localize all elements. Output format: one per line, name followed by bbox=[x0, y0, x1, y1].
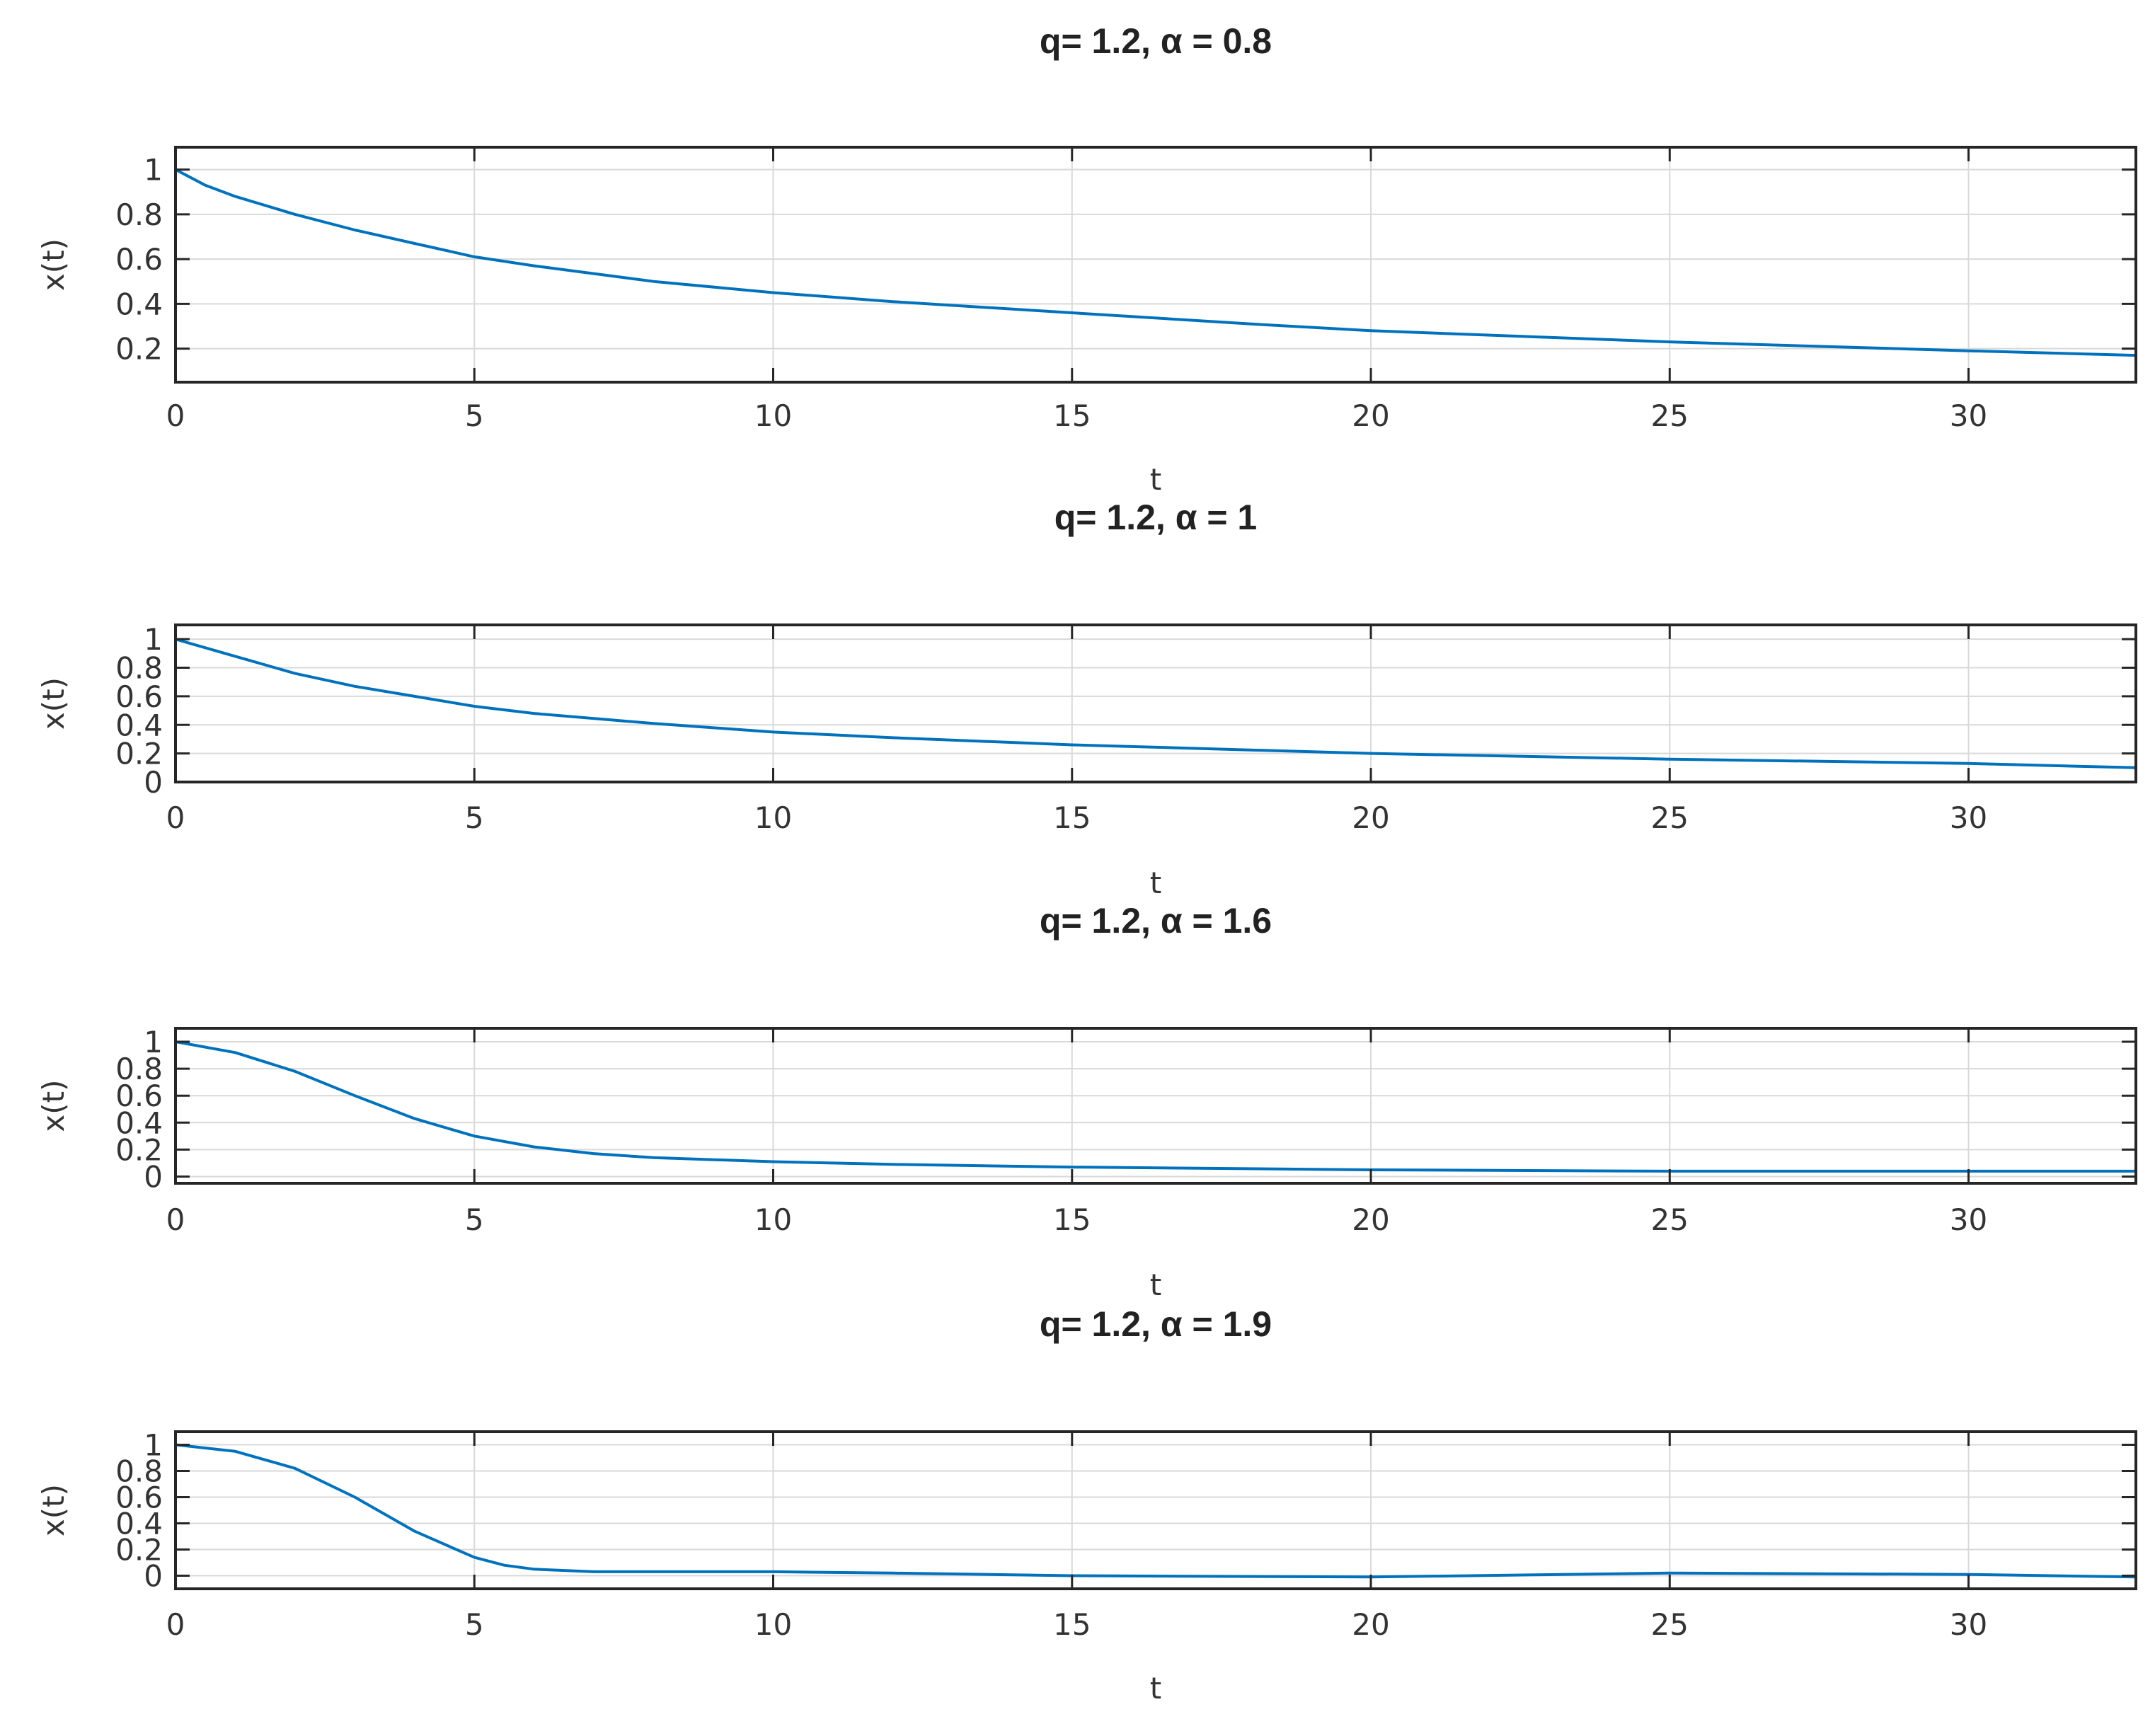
y-tick-label: 0.8 bbox=[115, 651, 163, 686]
y-tick-label: 0.6 bbox=[115, 1079, 163, 1113]
x-tick-label: 0 bbox=[166, 800, 185, 835]
subplot-title: q= 1.2, α = 0.8 bbox=[1040, 21, 1272, 61]
x-tick-label: 15 bbox=[1053, 800, 1091, 835]
x-tick-label: 25 bbox=[1651, 800, 1689, 835]
x-tick-label: 30 bbox=[1950, 1202, 1987, 1237]
subplot-title: q= 1.2, α = 1.6 bbox=[1040, 901, 1272, 941]
subplot-title: q= 1.2, α = 1 bbox=[1054, 498, 1257, 537]
y-axis-label: x(t) bbox=[36, 1484, 71, 1536]
x-tick-label: 15 bbox=[1053, 398, 1091, 433]
y-tick-label: 0.2 bbox=[115, 1132, 163, 1167]
y-tick-label: 0.2 bbox=[115, 737, 163, 771]
x-tick-label: 20 bbox=[1352, 1202, 1389, 1237]
x-tick-label: 5 bbox=[465, 1202, 484, 1237]
y-tick-label: 0.6 bbox=[115, 1481, 163, 1515]
y-tick-label: 0.2 bbox=[115, 1533, 163, 1568]
axes-box bbox=[174, 623, 2137, 783]
y-tick-label: 1 bbox=[144, 1025, 163, 1059]
x-tick-label: 5 bbox=[465, 800, 484, 835]
x-tick-label: 25 bbox=[1651, 1202, 1689, 1237]
x-tick-label: 15 bbox=[1053, 1202, 1091, 1237]
x-tick-label: 5 bbox=[465, 1607, 484, 1642]
x-tick-label: 10 bbox=[754, 1202, 792, 1237]
x-axis-label: t bbox=[1150, 866, 1161, 900]
series-line-1 bbox=[175, 638, 2137, 769]
y-tick-label: 0 bbox=[144, 1159, 163, 1194]
y-tick-label: 1 bbox=[144, 1428, 163, 1463]
y-tick-label: 0 bbox=[144, 765, 163, 800]
axes-background bbox=[176, 147, 2136, 382]
x-tick-label: 25 bbox=[1651, 398, 1689, 433]
x-tick-label: 0 bbox=[166, 1202, 185, 1237]
y-tick-label: 0.6 bbox=[115, 679, 163, 714]
y-tick-label: 1 bbox=[144, 153, 163, 188]
y-tick-label: 0.8 bbox=[115, 1454, 163, 1489]
y-axis-label: x(t) bbox=[36, 238, 71, 291]
y-axis-label: x(t) bbox=[36, 1079, 71, 1132]
y-tick-label: 0.2 bbox=[115, 332, 163, 367]
y-axis-label: x(t) bbox=[36, 677, 71, 730]
y-tick-label: 0 bbox=[144, 1559, 163, 1594]
series-line-1 bbox=[175, 1040, 2136, 1173]
axes-box bbox=[174, 1027, 2137, 1185]
y-tick-label: 0.4 bbox=[115, 1105, 163, 1140]
subplot-1: 0 5 10 15 20 25 30 0.2 0.4 0.6 0.8 1 q= 1.2, α = 0.8… bbox=[36, 21, 2137, 497]
x-tick-label: 10 bbox=[754, 800, 792, 835]
subplot-2: 0 5 10 15 20 25 30 00.20.40.60.81 q= 1.2, α = 1 t… bbox=[36, 498, 2137, 900]
y-tick-label: 0.8 bbox=[115, 197, 163, 232]
x-axis-label: t bbox=[1150, 1267, 1161, 1302]
x-tick-label: 30 bbox=[1950, 398, 1987, 433]
axes-background bbox=[176, 1432, 2136, 1589]
x-tick-label: 20 bbox=[1352, 1607, 1389, 1642]
y-tick-label: 0.8 bbox=[115, 1052, 163, 1086]
x-tick-label: 15 bbox=[1053, 1607, 1091, 1642]
y-tick-label: 0.6 bbox=[115, 242, 163, 277]
x-axis-label: t bbox=[1150, 462, 1161, 497]
y-tick-label: 0.4 bbox=[115, 708, 163, 742]
x-tick-label: 0 bbox=[166, 1607, 185, 1642]
x-tick-label: 30 bbox=[1950, 800, 1987, 835]
y-tick-label: 1 bbox=[144, 622, 163, 657]
series-line-1 bbox=[175, 168, 2137, 357]
x-tick-label: 10 bbox=[754, 398, 792, 433]
axes-background bbox=[176, 625, 2136, 782]
x-tick-label: 25 bbox=[1651, 1607, 1689, 1642]
x-tick-label: 20 bbox=[1352, 398, 1389, 433]
y-tick-label: 0.4 bbox=[115, 1507, 163, 1541]
x-axis-label: t bbox=[1150, 1671, 1161, 1706]
y-tick-label: 0.4 bbox=[115, 287, 163, 321]
axes-box bbox=[174, 1430, 2137, 1590]
x-tick-label: 20 bbox=[1352, 800, 1389, 835]
x-tick-label: 10 bbox=[754, 1607, 792, 1642]
subplot-title: q= 1.2, α = 1.9 bbox=[1040, 1304, 1272, 1344]
x-tick-label: 5 bbox=[465, 398, 484, 433]
x-tick-label: 30 bbox=[1950, 1607, 1987, 1642]
x-tick-label: 0 bbox=[166, 398, 185, 433]
axes-box bbox=[174, 146, 2137, 384]
axes-background bbox=[176, 1028, 2136, 1183]
series-line-1 bbox=[175, 1443, 2137, 1579]
subplot-3: 0 5 10 15 20 25 30 00.20.40.60.81 q= 1.2, α = 1.… bbox=[36, 901, 2137, 1302]
